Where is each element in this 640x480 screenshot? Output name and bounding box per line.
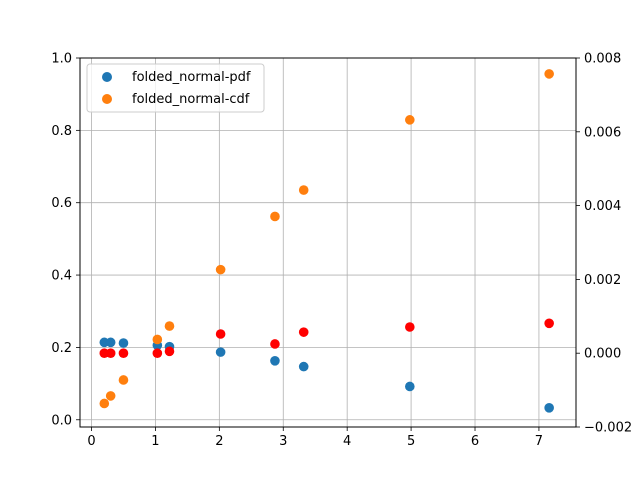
x-tick-label: 0 bbox=[87, 434, 95, 449]
series-1-point bbox=[152, 334, 163, 345]
x-tick-label: 4 bbox=[343, 434, 351, 449]
series-2-point bbox=[164, 346, 175, 357]
y2-tick-label: 0.002 bbox=[584, 273, 621, 288]
legend-marker-pdf bbox=[102, 72, 112, 82]
y-tick-label: 0.2 bbox=[51, 341, 72, 356]
legend-box bbox=[86, 63, 265, 113]
y2-tick-label: 0.008 bbox=[584, 52, 621, 67]
series-1-point bbox=[118, 375, 129, 385]
series-0-point bbox=[105, 337, 116, 348]
series-0-point bbox=[215, 347, 226, 357]
x-tick-label: 2 bbox=[215, 434, 223, 449]
y-tick-label: 0.6 bbox=[51, 196, 72, 211]
series-2-point bbox=[298, 327, 309, 337]
series-2-point bbox=[270, 339, 280, 349]
series-1-point bbox=[99, 398, 110, 409]
series-1-point bbox=[298, 185, 309, 195]
y-tick-label: 0.8 bbox=[51, 124, 72, 139]
series-1-point bbox=[215, 264, 226, 275]
series-0-point bbox=[270, 355, 280, 366]
y2-tick-label: 0.004 bbox=[584, 199, 621, 214]
series-1-point bbox=[544, 69, 554, 79]
y2-tick-label: −0.002 bbox=[584, 421, 632, 436]
legend-label-pdf: folded_normal-pdf bbox=[132, 70, 251, 85]
legend-marker-cdf bbox=[102, 94, 112, 104]
x-tick-label: 7 bbox=[535, 434, 543, 449]
x-tick-label: 6 bbox=[471, 434, 479, 449]
series-1-point bbox=[164, 321, 175, 331]
y2-tick-label: 0.006 bbox=[584, 125, 621, 140]
series-0-point bbox=[405, 381, 415, 392]
series-2-point bbox=[118, 348, 129, 359]
axes: 0 1 2 3 4 5 6 7 0.0 0.2 0.4 0.6 0.8 1.0 −0.002 0.000 0.0… bbox=[51, 52, 632, 450]
y-tick-label: 0.0 bbox=[51, 413, 72, 428]
series-0-point bbox=[298, 361, 309, 372]
x-tick-label: 3 bbox=[279, 434, 287, 449]
legend: folded_normal-pdf folded_normal-cdf bbox=[86, 63, 265, 113]
y-tick-label: 0.4 bbox=[51, 269, 72, 284]
series-2-point bbox=[105, 348, 116, 359]
series-1-point bbox=[405, 115, 415, 125]
legend-label-cdf: folded_normal-cdf bbox=[132, 92, 250, 107]
series-1-point bbox=[105, 391, 116, 401]
series-2-point bbox=[215, 329, 226, 339]
data-points bbox=[99, 69, 554, 413]
series-2-point bbox=[405, 322, 415, 332]
y-tick-label: 1.0 bbox=[51, 52, 72, 67]
y2-tick-label: 0.000 bbox=[584, 347, 621, 362]
plot-frame bbox=[79, 57, 577, 428]
series-0-point bbox=[544, 403, 554, 413]
x-tick-label: 1 bbox=[151, 434, 159, 449]
series-2-point bbox=[152, 348, 163, 359]
series-0-point bbox=[118, 338, 129, 348]
x-tick-label: 5 bbox=[407, 434, 415, 449]
series-1-point bbox=[270, 211, 280, 222]
series-2-point bbox=[544, 318, 554, 329]
